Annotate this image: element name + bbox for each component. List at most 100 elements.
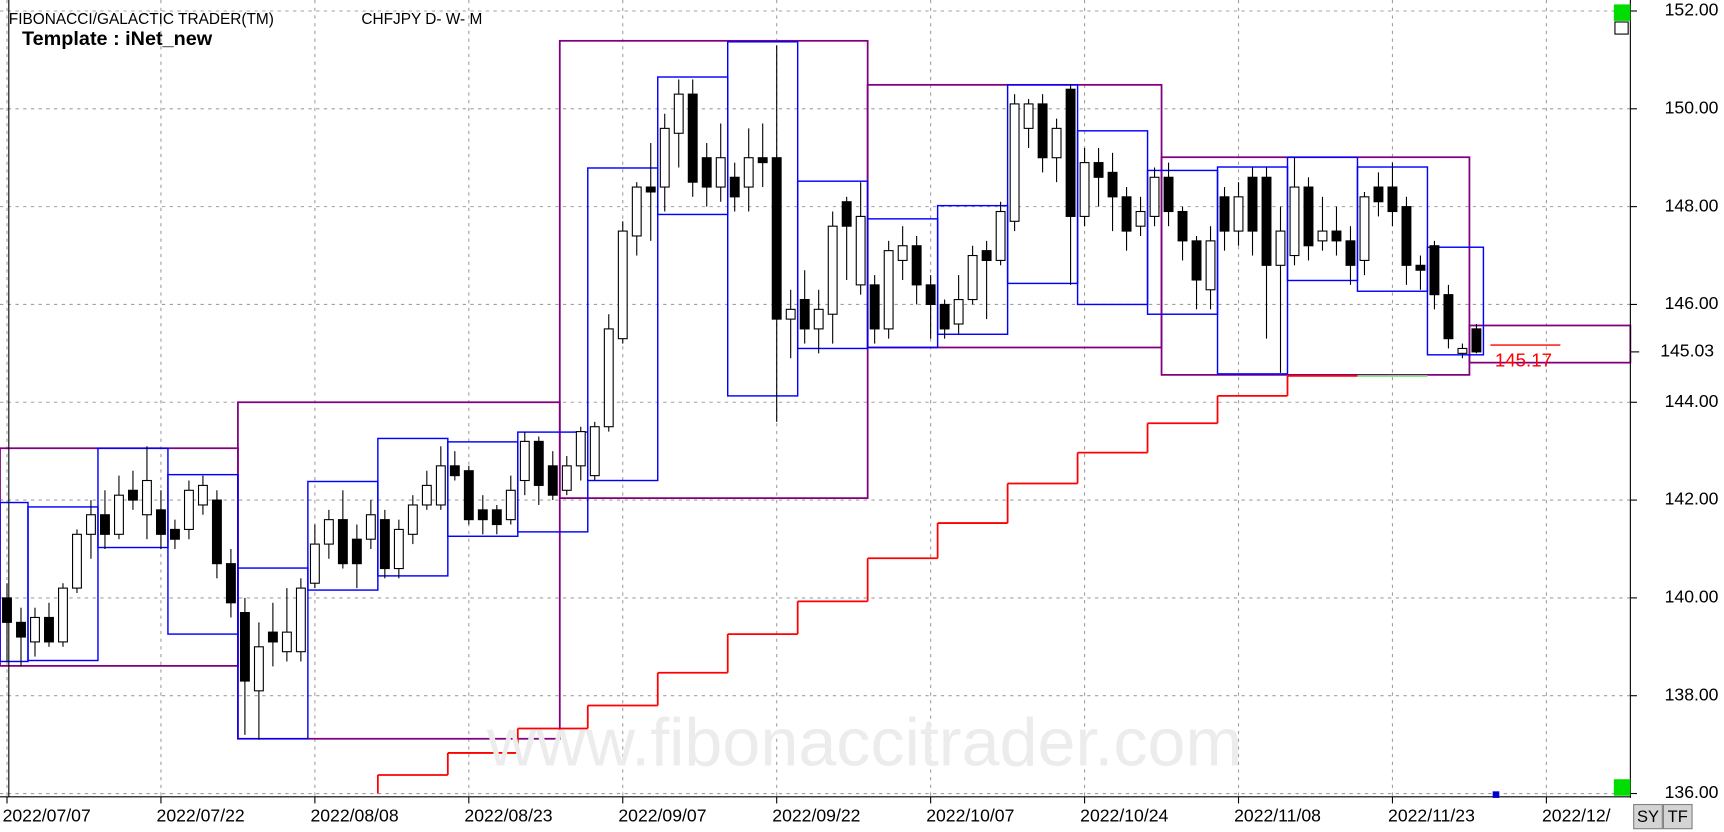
candle-body [1401,206,1412,266]
candle-body [267,631,278,643]
candle-body [981,250,992,261]
candle-body [673,93,684,134]
x-tick-label: 2022/10/07 [926,805,1014,825]
candle-body [841,201,852,227]
marker-label: 145.17 [1495,349,1552,370]
candle-body [323,519,334,545]
candle-body [1415,264,1426,271]
candle-body [1261,176,1272,266]
candle-body [799,299,810,330]
candle-body [225,563,236,604]
y-tick-label: 152.00 [1665,0,1719,20]
candle-body [1135,210,1146,227]
candle-body [967,254,978,301]
weekly-box [587,167,659,482]
candle-body [1457,347,1468,354]
candle-body [1219,196,1230,232]
weekly-box [237,567,309,740]
candle-body [365,514,376,540]
candle-body [589,426,600,477]
corner-icon[interactable] [1614,21,1629,35]
candle-body [1023,103,1034,129]
candle-body [743,157,754,188]
candle-body [1121,196,1132,232]
y-tick-label: 142.00 [1665,489,1719,509]
candle-body [183,489,194,530]
candle-body [1303,186,1314,247]
candle-body [169,528,180,540]
y-tick-label: 150.00 [1665,97,1719,117]
candle-body [631,186,642,237]
x-tick-label: 2022/09/07 [618,805,706,825]
candle-body [533,440,544,486]
candle-body [295,587,306,653]
watermark: www.fibonaccitrader.com [486,704,1242,780]
candle-body [58,587,68,643]
candle-body [687,93,698,183]
candle-body [100,514,110,535]
y-tick-label: 144.00 [1665,391,1719,411]
corner-marker [1613,779,1631,796]
y-tick-label: 148.00 [1665,195,1719,215]
candle-body [1429,245,1440,296]
candle-body [1331,230,1342,242]
candle-body [86,514,96,535]
time-marker [1492,791,1500,798]
candle-body [1345,240,1356,266]
button-label[interactable]: SY [1637,808,1659,826]
corner-marker [1613,4,1631,21]
candle-body [1163,176,1174,213]
candle-body [16,621,26,638]
candle-body [785,308,796,320]
candle-body [827,225,838,315]
candle-body [1107,171,1118,198]
candle-body [1289,186,1300,257]
x-tick-label: 2022/10/24 [1080,805,1168,825]
candle-body [491,509,502,526]
chart-title: FIBONACCI/GALACTIC TRADER(TM) [9,11,274,28]
chart-subtitle: CHFJPY D- W- M [361,11,482,28]
candle-body [253,646,264,692]
candle-body [1443,294,1454,340]
candle-body [30,616,40,643]
candle-body [337,519,348,565]
candle-body [911,245,922,286]
candle-body [1009,103,1020,222]
candle-body [1051,127,1062,159]
candle-body [113,494,124,535]
template-label: Template : iNet_new [22,28,213,50]
candle-body [855,215,866,286]
candle-body [463,470,474,521]
candle-body [1191,240,1202,281]
candle-body [645,186,656,193]
candle-body [547,465,558,496]
button[interactable] [1662,803,1693,830]
candle-body [44,616,54,643]
candle-body [925,284,936,305]
candle-body [1177,210,1188,242]
y-tick-label: 138.00 [1665,684,1719,704]
candle-body [1065,88,1076,217]
x-tick-label: 2022/09/22 [772,805,860,825]
weekly-box [517,431,589,533]
candle-body [715,157,726,188]
candle-body [519,440,530,482]
button[interactable] [1633,803,1663,830]
candle-body [939,303,950,330]
weekly-box [1426,246,1485,356]
x-tick-label: 2022/07/22 [157,805,245,825]
weekly-box [27,506,99,662]
candle-body [813,308,824,330]
button-label[interactable]: TF [1668,808,1688,826]
candle-body [309,543,320,584]
candle-body [72,533,82,589]
y-tick-label: 140.00 [1665,587,1719,607]
candle-body [127,489,138,501]
candle-body [701,157,712,188]
candle-body [505,489,516,521]
candle-body [883,250,894,330]
candle-body [1471,328,1482,353]
candle-body [1093,162,1104,178]
